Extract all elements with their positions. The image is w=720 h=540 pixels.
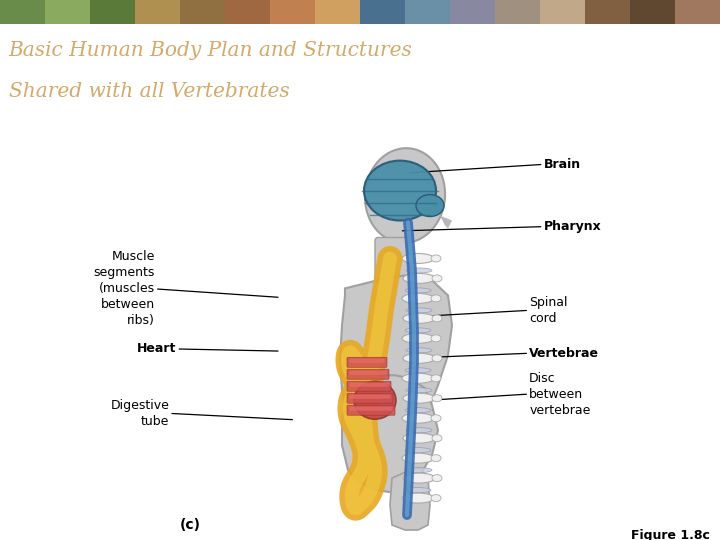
FancyBboxPatch shape xyxy=(349,371,387,375)
Text: (c): (c) xyxy=(179,518,200,532)
Ellipse shape xyxy=(416,194,444,217)
Bar xyxy=(90,0,135,24)
Ellipse shape xyxy=(431,415,441,422)
Ellipse shape xyxy=(365,148,445,243)
Ellipse shape xyxy=(406,268,432,273)
Ellipse shape xyxy=(402,253,434,264)
Bar xyxy=(45,0,90,24)
FancyBboxPatch shape xyxy=(349,359,384,363)
Ellipse shape xyxy=(405,448,431,453)
Text: Heart: Heart xyxy=(137,342,176,355)
Bar xyxy=(405,0,450,24)
Text: Pharynx: Pharynx xyxy=(544,220,601,233)
Text: Spinal
cord: Spinal cord xyxy=(529,296,567,325)
Bar xyxy=(450,0,495,24)
Polygon shape xyxy=(440,215,452,228)
Ellipse shape xyxy=(431,335,441,342)
FancyBboxPatch shape xyxy=(347,393,393,403)
Text: Brain: Brain xyxy=(544,158,581,171)
Ellipse shape xyxy=(431,455,441,462)
Ellipse shape xyxy=(406,308,432,313)
Ellipse shape xyxy=(402,333,434,343)
Text: Digestive
tube: Digestive tube xyxy=(110,399,169,428)
Ellipse shape xyxy=(405,488,431,492)
Ellipse shape xyxy=(431,295,441,302)
Ellipse shape xyxy=(402,413,434,423)
Ellipse shape xyxy=(406,348,432,353)
Text: Figure 1.8c: Figure 1.8c xyxy=(631,529,710,540)
FancyBboxPatch shape xyxy=(347,405,395,415)
FancyBboxPatch shape xyxy=(375,238,409,293)
Ellipse shape xyxy=(432,435,442,442)
Ellipse shape xyxy=(432,275,442,282)
Ellipse shape xyxy=(432,315,442,322)
Bar xyxy=(585,0,630,24)
Ellipse shape xyxy=(402,293,434,303)
Bar xyxy=(270,0,315,24)
Ellipse shape xyxy=(403,273,435,284)
Ellipse shape xyxy=(431,375,441,382)
Bar xyxy=(180,0,225,24)
FancyBboxPatch shape xyxy=(349,395,390,399)
FancyBboxPatch shape xyxy=(349,407,392,411)
Ellipse shape xyxy=(403,473,435,483)
Bar xyxy=(630,0,675,24)
Ellipse shape xyxy=(432,475,442,482)
Text: Basic Human Body Plan and Structures: Basic Human Body Plan and Structures xyxy=(9,40,413,60)
Text: Disc
between
vertebrae: Disc between vertebrae xyxy=(529,372,590,416)
Ellipse shape xyxy=(402,373,434,383)
Bar xyxy=(540,0,585,24)
Bar xyxy=(675,0,720,24)
Ellipse shape xyxy=(403,433,435,443)
Text: Muscle
segments
(muscles
between
ribs): Muscle segments (muscles between ribs) xyxy=(94,251,155,327)
Ellipse shape xyxy=(403,313,435,323)
Ellipse shape xyxy=(405,328,431,333)
Ellipse shape xyxy=(402,493,434,503)
Ellipse shape xyxy=(405,368,431,373)
Ellipse shape xyxy=(431,255,441,262)
Ellipse shape xyxy=(432,395,442,402)
Text: Vertebrae: Vertebrae xyxy=(529,347,599,360)
Polygon shape xyxy=(340,275,452,448)
Polygon shape xyxy=(342,375,438,492)
Bar xyxy=(315,0,360,24)
Ellipse shape xyxy=(432,355,442,362)
FancyBboxPatch shape xyxy=(349,383,389,387)
Ellipse shape xyxy=(406,428,432,433)
Bar xyxy=(135,0,180,24)
Ellipse shape xyxy=(406,468,432,472)
Ellipse shape xyxy=(403,353,435,363)
Ellipse shape xyxy=(354,381,396,419)
Ellipse shape xyxy=(364,160,436,220)
Bar xyxy=(495,0,540,24)
Text: Shared with all Vertebrates: Shared with all Vertebrates xyxy=(9,82,289,101)
Ellipse shape xyxy=(405,408,431,413)
FancyBboxPatch shape xyxy=(347,369,389,379)
Bar xyxy=(0,0,45,24)
FancyBboxPatch shape xyxy=(347,381,391,391)
Ellipse shape xyxy=(431,495,441,502)
Bar xyxy=(225,0,270,24)
Ellipse shape xyxy=(405,288,431,293)
Polygon shape xyxy=(390,468,430,530)
Bar xyxy=(360,0,405,24)
Ellipse shape xyxy=(402,453,434,463)
Ellipse shape xyxy=(406,388,432,393)
Ellipse shape xyxy=(403,393,435,403)
FancyBboxPatch shape xyxy=(347,357,387,367)
